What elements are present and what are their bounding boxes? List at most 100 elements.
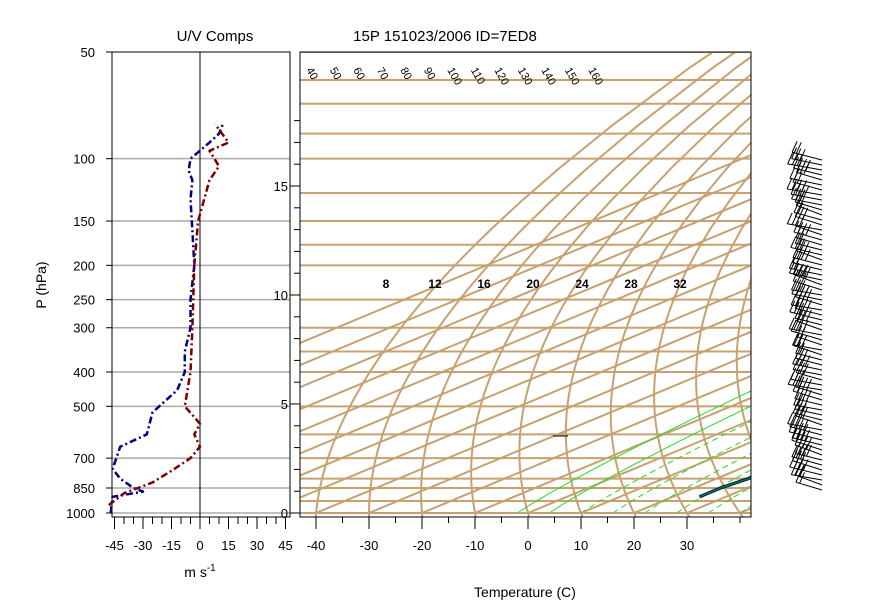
wind-barb-feather [799,472,806,484]
wind-barb [795,372,823,381]
dry-adiabat [564,115,751,517]
wind-barb-feather [789,300,796,313]
skewt-mixing-ratio-lines [517,390,751,514]
wind-barb [796,250,823,261]
wind-barb-feather [795,279,802,291]
uv-y-axis-label: P (hPa) [33,261,49,308]
uv-y-tick-label: 500 [73,399,95,414]
wind-barb-feather [794,320,801,333]
isotherm [633,463,751,514]
mixing-ratio-label: 16 [477,277,491,291]
wind-barb-feather [792,401,799,414]
wind-barb [793,231,823,241]
wind-barb-feather [805,437,812,450]
dry-adiabat-label: 140 [538,66,558,88]
wind-barb [796,320,823,331]
isotherm [474,396,751,514]
uv-plot-frame [111,51,291,518]
wind-barb [792,412,823,421]
uv-x-axis-unit-exponent: -1 [207,563,216,574]
wind-barb [793,211,823,221]
wind-barb-feather [796,335,803,347]
wind-barb-feather [799,464,806,477]
wind-barb [794,307,823,316]
wind-barb [792,273,823,286]
height-tick-label: 5 [281,397,288,412]
mixing-ratio-line [548,405,751,514]
wind-barb-feather [798,342,805,355]
height-tick-label: 0 [281,506,288,521]
wind-barb-feather [802,418,809,431]
uv-y-tick-label: 250 [73,293,95,308]
wind-barb [792,256,823,266]
wind-barb-feather [793,421,800,434]
wind-barb-feather [802,436,809,448]
wind-barb-feather [799,280,806,292]
wind-barb-feather [795,464,802,476]
wind-barb [788,383,823,391]
temperature-tick-label: 0 [524,538,531,553]
isotherm [300,220,751,411]
wind-barb [794,474,823,486]
wind-barb-feather [797,334,804,346]
isotherm [527,419,751,514]
dry-adiabat [368,52,738,517]
wind-barb-feather [794,306,801,319]
wind-barb-feather [800,266,807,278]
temperature-tick-label: -40 [307,538,326,553]
wind-barb-feather [802,308,809,321]
mixing-ratio-label: 28 [624,277,638,291]
wind-barb [795,481,823,491]
mixing-ratio-label: 20 [526,277,540,291]
wind-barb-feather [791,178,798,190]
wind-barb-feather [793,416,800,428]
wind-barb-feather [792,246,799,258]
wind-barb-feather [787,152,794,165]
wind-barb-feather [794,297,801,309]
wind-barb-feather [790,293,797,306]
wind-barb-feather [798,388,805,400]
wind-barb-feather [802,264,809,277]
wind-barb-feather [794,433,801,446]
wind-barb-feather [799,311,806,323]
dry-adiabat-label: 110 [468,66,487,87]
isotherm [300,176,751,367]
wind-barb-feather [791,153,798,165]
temperature-tick-label: -30 [360,538,379,553]
uv-pressure-gridlines [112,157,290,514]
wind-barb [794,201,823,211]
wind-barb [790,246,823,256]
wind-barb [789,272,823,281]
mixing-ratio-labels: 8 12 16 20 24 28 32 [383,277,687,291]
wind-barb-feather [796,402,803,415]
mixing-ratio-line [517,390,751,514]
wind-barb-feather [799,447,806,460]
wind-barb-feather [790,183,797,195]
wind-barb [795,352,823,361]
wind-barb-feather [795,470,802,483]
wind-barb-feather [796,270,803,283]
wind-barb-feather [792,251,799,263]
dry-adiabat-label: 80 [397,66,414,83]
wind-barb-feather [789,455,796,468]
isotherm [793,52,887,513]
uv-series-u [109,123,224,514]
wind-barb-feather [804,267,811,279]
wind-barb-feather [803,163,810,175]
wind-barb-feather [804,355,811,367]
wind-barb-feather [792,170,799,183]
wind-barb-feather [790,236,797,248]
uv-y-tick-label: 50 [81,45,95,60]
wind-barb-feather [798,307,805,320]
wind-barb-feather [802,363,809,375]
wind-barb-feather [795,294,801,306]
uv-y-tick-label: 200 [73,258,95,273]
wind-barb-feather [791,428,798,441]
dry-adiabat-label: 100 [444,66,464,88]
wind-barb [790,193,823,201]
wind-barb-feather [805,224,812,236]
uv-x-tick-label: 30 [250,538,264,553]
wind-barb-feather [799,184,806,197]
mixing-ratio-label: 32 [673,277,687,291]
